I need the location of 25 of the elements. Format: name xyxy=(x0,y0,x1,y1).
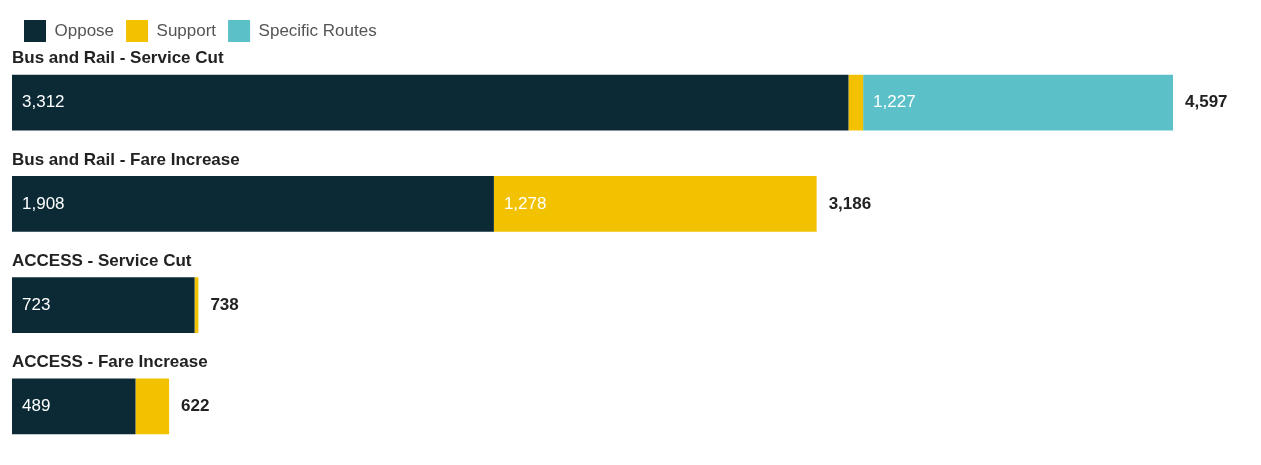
bar xyxy=(493,176,817,232)
data-label: 1,278 xyxy=(503,193,547,213)
total-label: 3,186 xyxy=(828,193,872,213)
total-label: 4,597 xyxy=(1185,92,1228,112)
legend-label: Support xyxy=(156,20,217,40)
y-tick-label: Bus and Rail - Service Cut xyxy=(12,48,224,68)
bar xyxy=(12,378,136,435)
bar xyxy=(12,74,849,131)
legend-label: Oppose xyxy=(54,20,115,40)
total-label: 622 xyxy=(181,396,210,416)
bar xyxy=(12,277,195,333)
bar xyxy=(135,378,170,435)
legend-label: Specific Routes xyxy=(258,20,377,40)
data-label: 3,312 xyxy=(22,92,65,112)
bar xyxy=(848,74,864,131)
data-label: 489 xyxy=(22,396,51,416)
y-tick-label: ACCESS - Fare Increase xyxy=(12,352,208,372)
y-tick-label: Bus and Rail - Fare Increase xyxy=(12,149,240,169)
data-label: 1,227 xyxy=(873,92,916,112)
y-tick-label: ACCESS - Service Cut xyxy=(12,250,192,270)
data-label: 723 xyxy=(22,294,51,314)
total-label: 738 xyxy=(210,294,239,314)
bar xyxy=(863,74,1173,131)
data-label: 1,908 xyxy=(22,193,65,213)
bar xyxy=(12,176,494,232)
